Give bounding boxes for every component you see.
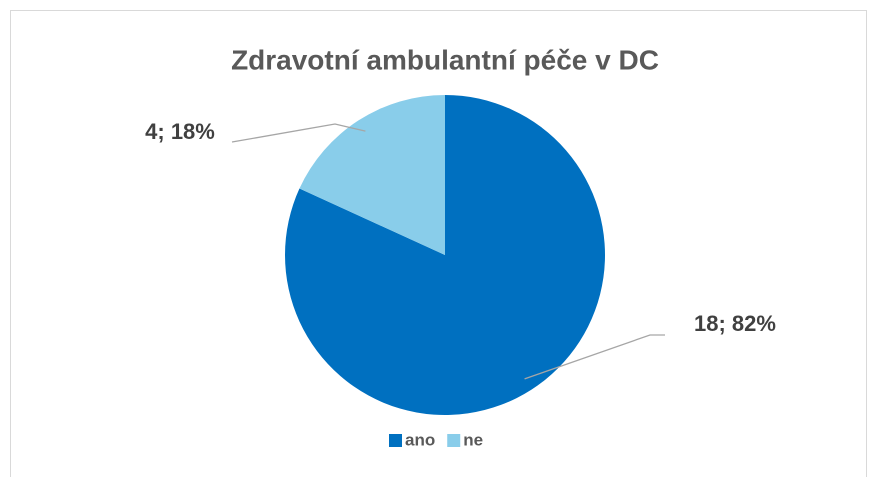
legend-label: ne <box>463 430 483 449</box>
data-label: 18; 82% <box>694 311 776 336</box>
pie-slice <box>285 95 606 416</box>
legend-swatch <box>447 434 461 447</box>
leader-line <box>231 123 366 143</box>
pie-slice <box>299 95 445 255</box>
chart-title: Zdravotní ambulantní péče v DC <box>231 44 659 75</box>
legend-swatch <box>389 434 402 447</box>
leader-line <box>524 334 665 380</box>
data-label: 4; 18% <box>145 119 215 144</box>
legend-label: ano <box>405 430 435 449</box>
